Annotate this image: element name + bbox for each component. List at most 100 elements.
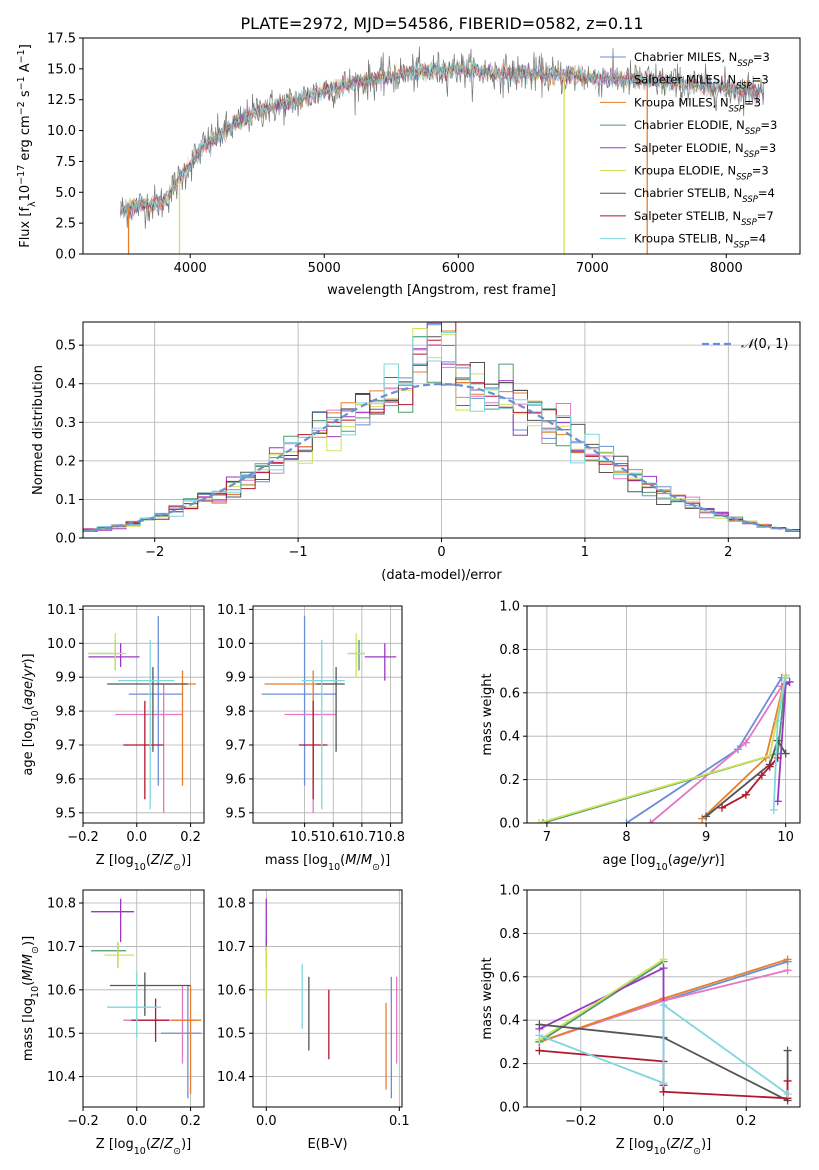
x-tick-label: 5000 [308,261,341,276]
y-tick-label: 0.2 [499,1057,520,1072]
weight-point [535,1031,544,1040]
y-tick-label: 7.5 [55,155,76,170]
weight-point [659,1087,668,1096]
y-axis-label: mass weight [480,673,495,755]
weight-point [741,790,750,799]
legend-entry: Kroupa MILES, NSSP=3 [634,95,761,114]
legend-entry: Chabrier STELIB, NSSP=4 [634,186,775,205]
x-axis-label: mass [log10(M/M⊙)] [265,853,390,873]
histogram-8 [83,332,800,533]
weight-point [781,749,790,758]
x-tick-label: −0.2 [67,830,99,845]
weight-point [659,955,668,964]
y-tick-label: 0.4 [499,1014,520,1029]
weight-point [535,1020,544,1029]
y-tick-label: 0.8 [499,643,520,658]
weight-point [757,771,766,780]
x-tick-label: 9 [702,830,710,845]
x-tick-label: 10.5 [290,830,319,845]
age-vs-mass-panel: 10.5 10.6 10.7 10.8 9.5 9.6 9.7 9.8 9.9 10.0 10.1 m… [217,603,405,873]
y-tick-label: 9.7 [225,739,246,754]
y-tick-label: 0.0 [55,248,76,263]
legend-entry: Chabrier MILES, NSSP=3 [634,50,770,69]
y-axis-label: Flux [fλ10−17 erg cm−2 s−1 A−1] [16,44,38,248]
mass-vs-Z-panel: −0.2 0.0 0.2 10.4 10.5 10.6 10.7 10.8 Z [log10(Z… [21,889,205,1157]
errorbars [265,898,398,1099]
x-tick-label: 0.2 [180,1114,201,1129]
y-tick-label: 9.5 [225,806,246,821]
weight-point [773,797,782,806]
x-tick-label: 8000 [710,261,743,276]
weight-series-8 [539,1003,789,1095]
x-tick-label: 10 [777,830,794,845]
weight-series-6 [539,1023,789,1102]
x-tick-label: 10.7 [347,830,376,845]
x-axis-label: Z [log10(Z/Z⊙)] [96,853,191,873]
legend-entry: Salpeter MILES, NSSP=3 [634,73,769,92]
x-tick-label: 2 [724,545,732,560]
y-tick-label: 9.6 [55,772,76,787]
x-tick-label: 0.0 [126,1114,147,1129]
y-tick-label: 0.8 [499,927,520,942]
x-tick-label: 0 [437,545,445,560]
y-tick-label: 9.7 [55,739,76,754]
figure-title: PLATE=2972, MJD=54586, FIBERID=0582, z=0… [240,14,643,33]
y-tick-label: 9.9 [225,671,246,686]
errorbars [91,898,202,1099]
errorbars [261,616,397,813]
weight-point [773,753,782,762]
weight-point [646,819,655,823]
y-tick-label: 10.6 [47,983,76,998]
axes-frame [526,889,801,1108]
y-tick-label: 17.5 [47,32,76,47]
y-tick-label: 2.5 [55,217,76,232]
y-tick-label: 9.8 [225,705,246,720]
model-spectrum-4 [120,61,765,219]
y-tick-label: 0.0 [499,817,520,832]
x-tick-label: 6000 [442,261,475,276]
x-tick-label: 0.2 [180,830,201,845]
y-tick-label: 10.4 [217,1070,246,1085]
weight-point [659,1001,668,1010]
y-tick-label: 10.6 [217,983,246,998]
weight-point [538,819,547,823]
x-tick-label: −0.2 [67,1114,99,1129]
weight-point [534,819,543,823]
y-tick-label: 0.2 [55,454,76,469]
mass-vs-EBV-panel: 0.0 0.1 10.4 10.5 10.6 10.7 10.8 E(B-V) [217,889,410,1152]
axes-frame [82,605,205,824]
weight-series-6 [705,738,787,818]
y-tick-label: 0.2 [499,773,520,788]
weight-point [783,1076,792,1085]
y-tick-label: 9.8 [55,705,76,720]
x-axis-label: E(B-V) [307,1137,347,1152]
x-tick-label: 0.0 [126,830,147,845]
y-tick-label: 10.4 [47,1070,76,1085]
weight-point [783,966,792,975]
y-tick-label: 0.5 [55,339,76,354]
y-tick-label: 10.5 [217,1027,246,1042]
y-tick-label: 10.7 [47,940,76,955]
x-axis-label: Z [log10(Z/Z⊙)] [96,1137,191,1157]
y-tick-label: 1.0 [499,884,520,899]
weight-point [783,1089,792,1098]
y-tick-label: 15.0 [47,62,76,77]
x-axis-label: Z [log10(Z/Z⊙)] [616,1137,711,1157]
weight-point [659,964,668,973]
x-tick-label: 10.6 [319,830,348,845]
weight-vs-age-panel: 7 8 9 10 0.0 0.2 0.4 0.6 0.8 1.0 age [log10(age/yr… [480,600,801,873]
errorbars [88,616,196,813]
weight-lines [535,955,792,1105]
y-tick-label: 12.5 [47,93,76,108]
y-tick-label: 9.5 [55,806,76,821]
x-tick-label: 4000 [174,261,207,276]
spectrum-panel: 4000 5000 6000 7000 8000 0.0 2.5 5.0 7.5 10.0 12.5… [16,32,801,298]
y-tick-label: 10.8 [217,897,246,912]
x-axis-label: (data-model)/error [381,568,502,583]
weight-series-3 [538,960,664,1043]
x-tick-label: −2 [145,545,164,560]
legend-entry: Kroupa STELIB, NSSP=4 [634,232,766,251]
x-tick-label: 0.2 [736,1114,757,1129]
y-axis-label: mass [log10(M/M⊙)] [21,936,41,1061]
